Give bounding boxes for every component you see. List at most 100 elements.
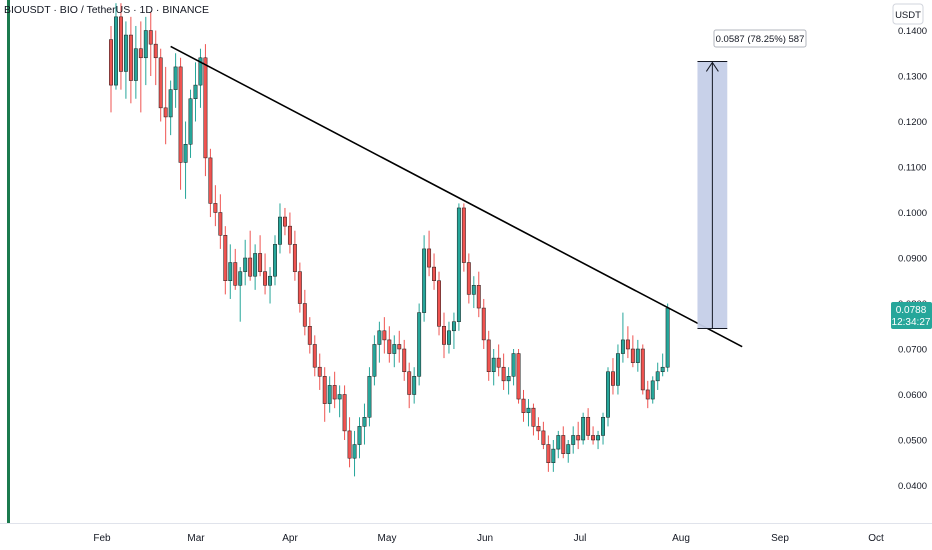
- candle-body: [273, 244, 277, 277]
- candle: [133, 25, 138, 99]
- candle-body: [268, 275, 272, 286]
- candle: [546, 435, 551, 472]
- candle-body: [541, 430, 546, 445]
- candle-body: [367, 376, 372, 418]
- candle: [556, 430, 561, 459]
- candle-body: [496, 357, 501, 368]
- candle-body: [650, 380, 655, 400]
- time-tick-label: Sep: [771, 533, 789, 544]
- candle: [536, 417, 541, 440]
- candle: [307, 317, 312, 354]
- candle: [601, 412, 605, 445]
- measure-label-text: 0.0587 (78.25%) 587: [716, 34, 805, 45]
- candle-body: [163, 107, 168, 118]
- candle-body: [332, 385, 337, 400]
- candle: [163, 66, 168, 145]
- candle: [576, 421, 581, 450]
- candle: [541, 421, 546, 450]
- candle: [486, 330, 491, 381]
- candle-body: [178, 66, 183, 163]
- candle-body: [317, 366, 322, 377]
- candle-body: [168, 89, 173, 118]
- candle: [322, 367, 327, 422]
- candle: [123, 21, 128, 99]
- candle: [213, 185, 218, 227]
- candle: [496, 344, 501, 377]
- price-tick-label: 0.0400: [898, 481, 927, 492]
- candle-body: [223, 235, 228, 281]
- price-tag-background: [891, 302, 932, 329]
- candle: [442, 312, 446, 359]
- candle-body: [133, 48, 138, 81]
- candle: [615, 344, 620, 395]
- candle: [665, 303, 670, 372]
- candle: [491, 349, 496, 386]
- candle: [606, 367, 610, 427]
- candle-body: [352, 444, 357, 459]
- candle-body: [158, 57, 163, 109]
- price-tick-label: 0.0500: [898, 436, 927, 447]
- candle-body: [556, 435, 561, 450]
- candle: [571, 426, 576, 454]
- currency-label[interactable]: USDT: [895, 10, 921, 21]
- price-tick-label: 0.1200: [898, 117, 927, 128]
- currency-button-frame[interactable]: [892, 3, 924, 25]
- candle: [432, 253, 437, 290]
- candle: [481, 298, 486, 349]
- candle-body: [292, 244, 297, 272]
- candle-body: [278, 216, 282, 245]
- candle: [233, 248, 238, 290]
- candle: [630, 335, 635, 368]
- currency-button[interactable]: USDT: [892, 3, 924, 25]
- candle-body: [620, 339, 625, 354]
- candle: [501, 353, 506, 390]
- price-tick-label: 0.1000: [898, 208, 927, 219]
- price-tick-label: 0.1300: [898, 72, 927, 83]
- candle-body: [586, 417, 591, 436]
- trendline[interactable]: [170, 45, 743, 348]
- candle: [302, 289, 307, 336]
- candle-body: [138, 48, 143, 59]
- candle: [312, 335, 317, 377]
- candle: [531, 403, 536, 436]
- candle: [342, 385, 347, 440]
- candle-body: [630, 348, 635, 363]
- symbol-header[interactable]: BIOUSDT · BIO / TetherUS · 1D · BINANCE: [4, 4, 209, 16]
- candle: [297, 262, 302, 313]
- candle-body: [427, 248, 432, 268]
- candle: [417, 303, 422, 386]
- drawings-layer[interactable]: [170, 45, 743, 348]
- candle-body: [561, 435, 566, 454]
- candle-body: [183, 144, 188, 163]
- candle-body: [322, 376, 327, 404]
- price-tick-label: 0.1100: [898, 163, 926, 174]
- candle: [203, 44, 208, 177]
- candle-body: [233, 262, 238, 286]
- candle: [447, 321, 451, 354]
- candle-body: [432, 266, 437, 282]
- candle-body: [382, 330, 387, 341]
- candle-body: [312, 344, 317, 368]
- candle-body: [392, 344, 397, 354]
- candle-body: [645, 389, 650, 400]
- candle: [273, 235, 277, 286]
- candle-body: [109, 39, 113, 86]
- candle-body: [566, 444, 571, 454]
- price-tick-label: 0.1400: [898, 26, 927, 37]
- candle: [412, 367, 417, 404]
- time-axis[interactable]: Feb Mar Apr May Jun Jul Aug Sep Oct: [93, 533, 884, 544]
- candle: [278, 203, 282, 254]
- candle-body: [601, 417, 605, 436]
- time-tick-label: Mar: [187, 533, 205, 544]
- time-tick-label: Jun: [477, 533, 493, 544]
- candle-body: [397, 344, 402, 350]
- candle: [253, 244, 258, 290]
- candle: [168, 80, 173, 136]
- measure-label-box[interactable]: 0.0587 (78.25%) 587: [713, 29, 807, 48]
- candle: [655, 362, 660, 390]
- candle: [586, 408, 591, 440]
- candle: [283, 207, 287, 236]
- candle-body: [407, 371, 412, 395]
